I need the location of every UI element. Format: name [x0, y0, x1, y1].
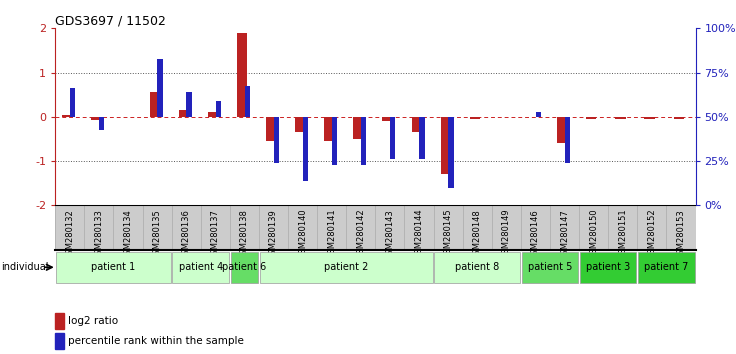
Bar	[332, 117, 337, 166]
Text: GSM280134: GSM280134	[124, 209, 132, 259]
Bar	[325, 117, 334, 141]
Text: GSM280143: GSM280143	[386, 209, 394, 259]
Text: GSM280132: GSM280132	[66, 209, 74, 259]
Bar	[557, 117, 567, 143]
Bar	[615, 117, 626, 119]
Text: patient 6: patient 6	[222, 262, 266, 272]
Text: GSM280147: GSM280147	[560, 209, 569, 259]
Text: GSM280150: GSM280150	[589, 209, 598, 259]
Text: GDS3697 / 11502: GDS3697 / 11502	[55, 14, 166, 27]
Bar	[638, 252, 695, 283]
Bar	[99, 117, 105, 130]
Bar	[179, 110, 189, 117]
Bar	[260, 252, 433, 283]
Bar	[441, 117, 451, 175]
Text: GSM280152: GSM280152	[648, 209, 657, 259]
Text: GSM280149: GSM280149	[502, 209, 511, 259]
Bar	[158, 59, 163, 117]
Text: individual: individual	[1, 262, 49, 272]
Bar	[56, 252, 171, 283]
Bar	[186, 92, 191, 117]
Bar	[673, 117, 684, 119]
Text: GSM280137: GSM280137	[210, 209, 220, 260]
Text: patient 4: patient 4	[179, 262, 223, 272]
Text: GSM280153: GSM280153	[676, 209, 685, 259]
Bar	[353, 117, 364, 139]
Bar	[230, 252, 258, 283]
Bar	[565, 117, 570, 163]
Bar	[149, 92, 160, 117]
Bar	[390, 117, 395, 159]
Bar	[216, 101, 221, 117]
Bar	[91, 117, 102, 120]
Bar	[295, 117, 305, 132]
Text: GSM280145: GSM280145	[444, 209, 453, 259]
Bar	[411, 117, 422, 132]
Bar	[63, 115, 73, 117]
Bar	[645, 117, 654, 119]
Bar	[244, 86, 250, 117]
Text: patient 7: patient 7	[644, 262, 689, 272]
Text: patient 3: patient 3	[586, 262, 630, 272]
Text: percentile rank within the sample: percentile rank within the sample	[68, 336, 244, 346]
Text: GSM280151: GSM280151	[618, 209, 627, 259]
Text: log2 ratio: log2 ratio	[68, 316, 118, 326]
Text: GSM280144: GSM280144	[414, 209, 423, 259]
Text: patient 8: patient 8	[455, 262, 499, 272]
Text: patient 5: patient 5	[528, 262, 572, 272]
Bar	[383, 117, 393, 121]
Bar	[208, 112, 218, 117]
Bar	[303, 117, 308, 181]
Bar	[172, 252, 229, 283]
Text: GSM280140: GSM280140	[298, 209, 307, 259]
Bar	[361, 117, 367, 166]
Text: GSM280148: GSM280148	[473, 209, 482, 259]
Text: GSM280142: GSM280142	[356, 209, 365, 259]
Text: patient 2: patient 2	[324, 262, 369, 272]
Bar	[274, 117, 279, 163]
Bar	[470, 117, 480, 119]
Text: GSM280139: GSM280139	[269, 209, 278, 259]
Text: GSM280141: GSM280141	[328, 209, 336, 259]
Bar	[420, 117, 425, 159]
Text: patient 1: patient 1	[91, 262, 135, 272]
Bar	[536, 113, 541, 117]
Bar	[266, 117, 276, 141]
Text: GSM280138: GSM280138	[240, 209, 249, 260]
Text: GSM280136: GSM280136	[182, 209, 191, 260]
Bar	[237, 33, 247, 117]
Text: GSM280146: GSM280146	[531, 209, 540, 259]
Bar	[587, 117, 596, 119]
Bar	[522, 252, 578, 283]
Bar	[580, 252, 637, 283]
Text: GSM280135: GSM280135	[152, 209, 162, 259]
Text: GSM280133: GSM280133	[94, 209, 103, 260]
Bar	[70, 88, 75, 117]
Bar	[448, 117, 453, 188]
Bar	[434, 252, 520, 283]
